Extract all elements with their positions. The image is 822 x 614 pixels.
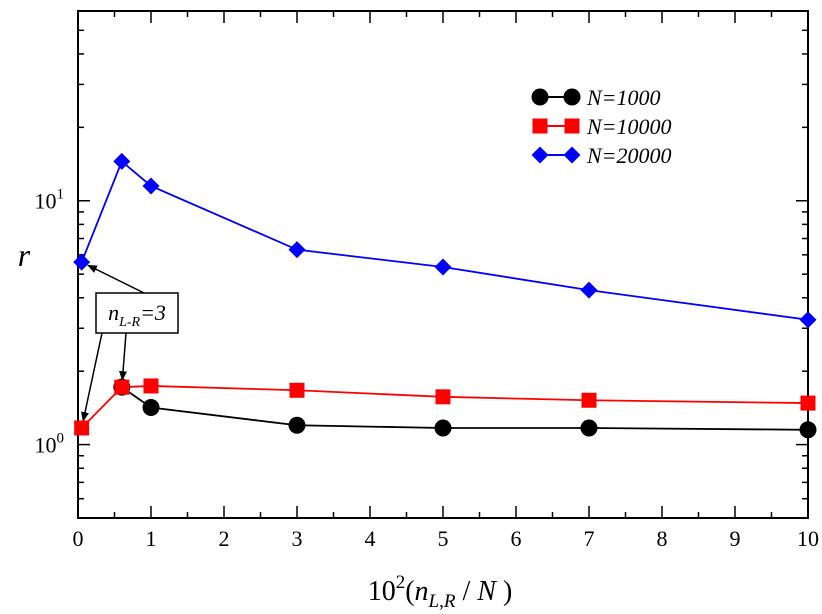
series-1-point [581,392,597,408]
y-axis-title: r [18,237,31,273]
legend-marker-0 [563,88,581,106]
x-tick-label: 9 [730,526,741,551]
ticks-layer: 0 1 2 3 4 5 6 7 8 9 10 101 100 [35,10,819,551]
y-tick-label: 100 [35,431,65,458]
legend-marker-1 [564,118,580,134]
x-axis-title: 102(nL,R / N ) [368,572,513,612]
annotation-arrow [87,264,145,294]
series-2-point [434,258,452,276]
series-0-point [799,421,817,439]
x-tick-label: 1 [146,526,157,551]
legend-marker-0 [531,88,549,106]
legend-label-0: N=1000 [586,85,661,110]
series-0-point [288,416,306,434]
annotation-box [95,292,179,334]
annotation-arrow [81,332,103,423]
x-tick-label: 0 [73,526,84,551]
series-line-2 [80,159,809,321]
series-line-0 [121,386,809,431]
series-1-point [74,420,90,436]
x-tick-label: 6 [511,526,522,551]
x-tick-label: 5 [438,526,449,551]
legend: N=1000 N=10000 N=20000 [531,85,672,168]
x-tick-label: 3 [292,526,303,551]
x-tick-label: 4 [365,526,376,551]
series-2-point [73,253,91,271]
x-tick-label: 2 [219,526,230,551]
series-1-point [143,378,159,394]
legend-label-2: N=20000 [586,143,672,168]
series-2-point [288,241,306,259]
series-2-point [113,152,131,170]
series-2-point [142,177,160,195]
series-0-point [580,419,598,437]
series-1-point [289,382,305,398]
markers-layer [73,152,817,439]
series-1-point [800,395,816,411]
series-1-point [435,389,451,405]
y-tick-label: 101 [35,187,65,214]
legend-marker-2 [531,146,549,164]
legend-marker-2 [563,146,581,164]
series-0-point [434,419,452,437]
series-2-point [799,311,817,329]
annotation-layer: nL-R=3 [81,264,179,423]
x-tick-label: 7 [584,526,595,551]
series-0-point [142,398,160,416]
x-tick-label: 8 [657,526,668,551]
series-1-point [114,379,130,395]
annotation-arrow [119,332,128,382]
x-tick-label: 10 [797,526,819,551]
annotation-label: nL-R=3 [108,300,166,330]
legend-label-1: N=10000 [586,114,672,139]
legend-marker-1 [532,118,548,134]
series-2-point [580,281,598,299]
